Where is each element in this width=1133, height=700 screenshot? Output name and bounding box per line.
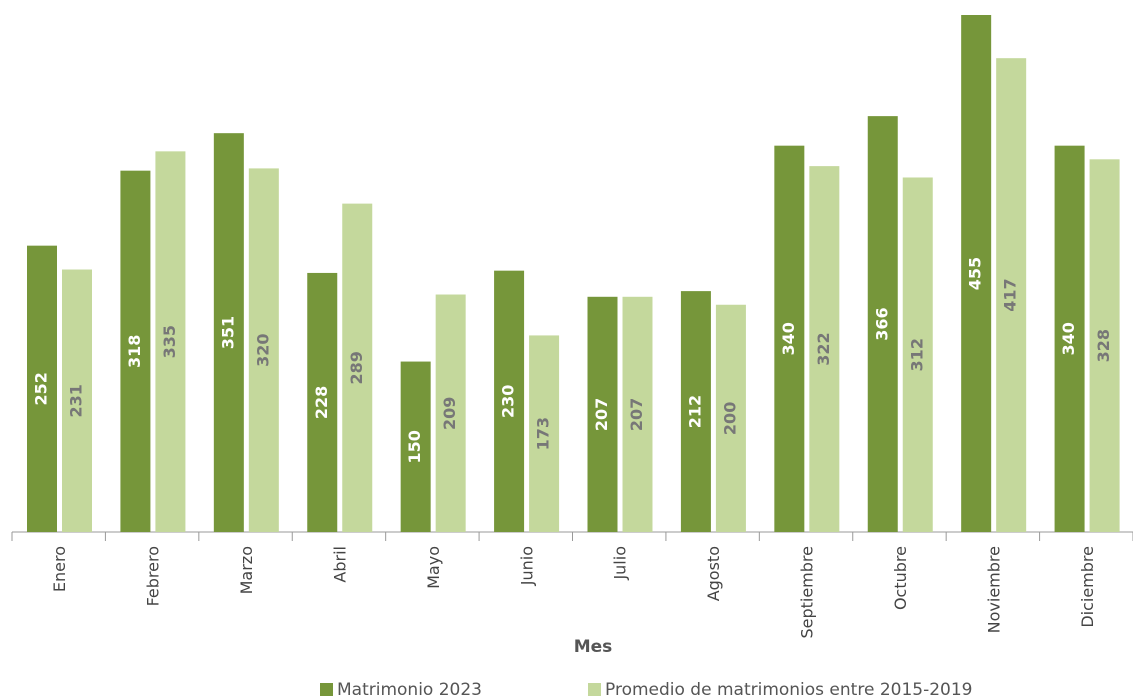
bar	[680, 291, 711, 532]
x-tick-label: Octubre	[891, 546, 910, 610]
x-tick-label: Marzo	[237, 546, 256, 594]
bar	[307, 272, 338, 532]
data-label: 320	[253, 333, 272, 366]
bar	[27, 245, 57, 532]
bar	[867, 116, 898, 532]
x-tick-label: Junio	[517, 546, 536, 586]
bar	[248, 168, 279, 532]
x-tick-label: Noviembre	[984, 546, 1003, 633]
x-axis-title: Mes	[574, 637, 613, 657]
bar	[715, 304, 746, 532]
data-label: 312	[907, 338, 926, 371]
bar	[961, 15, 992, 532]
data-label: 228	[312, 386, 331, 419]
bar	[529, 335, 560, 532]
legend-label: Matrimonio 2023	[337, 680, 482, 700]
data-label: 252	[32, 372, 51, 405]
data-label: 417	[1001, 278, 1020, 311]
data-label: 231	[67, 384, 86, 417]
x-tick-label: Febrero	[144, 546, 163, 606]
x-tick-label: Enero	[50, 546, 69, 592]
x-tick-label: Julio	[611, 546, 630, 581]
legend-label: Promedio de matrimonios entre 2015-2019	[605, 680, 972, 700]
x-tick-label: Septiembre	[798, 546, 817, 639]
data-label: 318	[125, 335, 144, 368]
data-label: 322	[814, 332, 833, 365]
data-label: 200	[720, 402, 739, 435]
data-label: 209	[440, 397, 459, 430]
data-label: 207	[592, 398, 611, 431]
data-label: 340	[1059, 322, 1078, 355]
bar	[120, 170, 151, 532]
data-label: 207	[627, 398, 646, 431]
bar	[622, 296, 653, 532]
bar	[213, 133, 244, 532]
bar	[809, 166, 840, 532]
x-tick-label: Diciembre	[1078, 546, 1097, 628]
data-label: 289	[347, 351, 366, 384]
bar	[996, 58, 1027, 533]
data-label: 351	[218, 316, 237, 349]
x-tick-label: Mayo	[424, 546, 443, 589]
data-label: 212	[685, 395, 704, 428]
data-label: 173	[534, 417, 553, 450]
bar	[494, 270, 525, 532]
data-label: 328	[1094, 329, 1113, 362]
data-label: 366	[872, 307, 891, 340]
data-label: 455	[966, 257, 985, 290]
bar	[774, 145, 805, 532]
bar	[1089, 159, 1120, 533]
x-tick-label: Agosto	[704, 546, 723, 601]
bar	[400, 361, 431, 532]
bar	[62, 269, 92, 532]
data-label: 340	[779, 322, 798, 355]
legend-swatch	[320, 683, 333, 696]
bar	[155, 151, 186, 532]
x-tick-label: Abril	[330, 546, 349, 583]
bar	[587, 296, 618, 532]
bar	[342, 203, 373, 532]
bar	[1054, 145, 1085, 532]
bar	[902, 177, 933, 532]
data-label: 150	[405, 430, 424, 463]
bar	[435, 294, 466, 532]
data-label: 230	[499, 385, 518, 418]
data-label: 335	[160, 325, 179, 358]
legend-swatch	[588, 683, 601, 696]
